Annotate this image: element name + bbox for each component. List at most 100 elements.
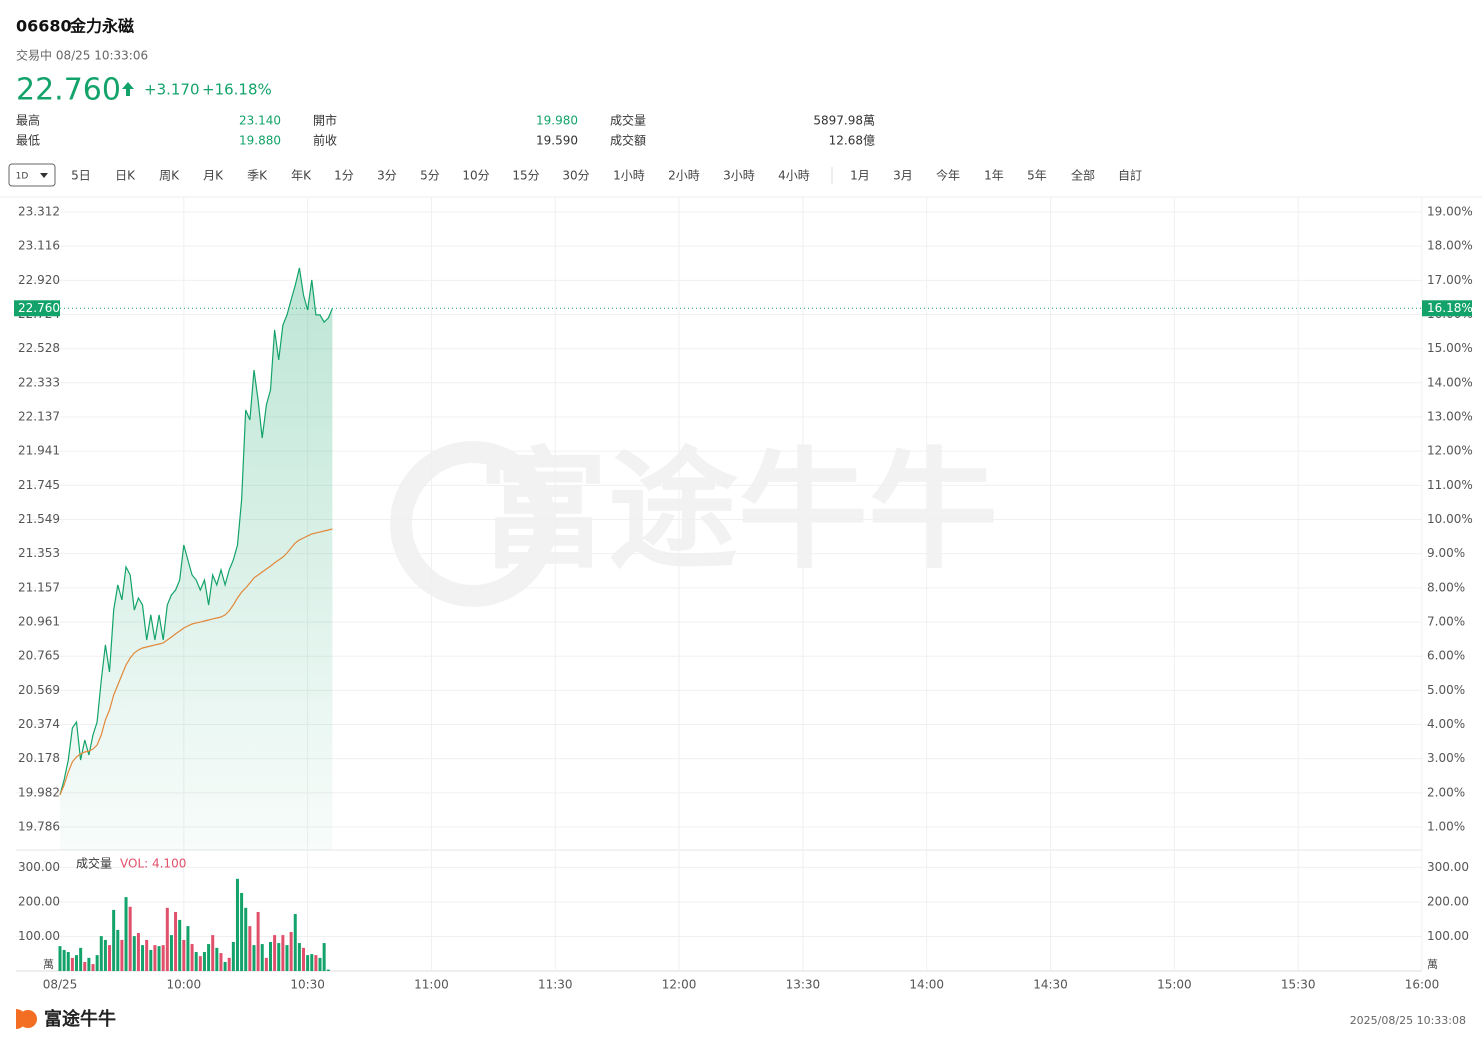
x-tick-label: 12:00: [662, 978, 697, 992]
last-pct-label: 16.18%: [1427, 301, 1473, 315]
volume-unit: 萬: [43, 958, 54, 971]
volume-bar: [273, 935, 277, 971]
price: 22.760: [16, 73, 121, 108]
volume-bar: [322, 943, 326, 971]
volume-bar: [99, 936, 103, 971]
stat-value: 19.590: [536, 134, 578, 148]
volume-bar: [219, 953, 223, 971]
dropdown-arrow: [40, 173, 48, 178]
last-price-tag: [14, 300, 60, 317]
volume-bar: [264, 957, 268, 971]
volume-bar: [174, 911, 178, 971]
range-tab[interactable]: 3小時: [723, 169, 755, 183]
volume-bar: [83, 962, 87, 971]
range-tab[interactable]: 3月: [893, 169, 913, 183]
y-tick-label: 22.528: [18, 341, 60, 355]
y2-tick-label: 9.00%: [1427, 546, 1465, 560]
volume-bar: [108, 945, 112, 971]
volume-bar: [103, 939, 107, 971]
range-tab[interactable]: 3分: [377, 169, 397, 183]
range-tab[interactable]: 5分: [420, 169, 440, 183]
range-tab[interactable]: 1小時: [613, 169, 645, 183]
volume-bar: [240, 892, 244, 971]
range-select[interactable]: [8, 163, 56, 187]
volume-bar: [285, 945, 289, 971]
x-tick-label: 15:30: [1281, 978, 1316, 992]
x-tick-label: 13:30: [786, 978, 821, 992]
range-tab[interactable]: 30分: [562, 169, 589, 183]
range-tab[interactable]: 全部: [1071, 168, 1095, 183]
volume-bar: [202, 952, 206, 971]
volume-bar: [157, 946, 161, 971]
volume-bar: [58, 946, 62, 971]
y-tick-label: 20.374: [18, 717, 60, 731]
volume-bar: [132, 936, 136, 971]
y2-tick-label: 19.00%: [1427, 205, 1473, 219]
volume-bar: [293, 914, 297, 971]
x-tick-label: 14:00: [909, 978, 944, 992]
volume-bar: [145, 939, 149, 971]
range-tab[interactable]: 自訂: [1118, 168, 1142, 183]
volume-bar: [169, 935, 173, 971]
range-tab[interactable]: 5日: [71, 169, 91, 183]
trade-status: 交易中 08/25 10:33:06: [16, 48, 148, 63]
y2-tick-label: 8.00%: [1427, 580, 1465, 594]
stock-name: 金力永磁: [69, 17, 134, 36]
range-tab[interactable]: 年K: [291, 169, 312, 183]
volume-bar: [256, 911, 260, 971]
volume-bar: [235, 878, 239, 971]
y-tick-label: 21.745: [18, 478, 60, 492]
y-tick-label: 22.920: [18, 273, 60, 287]
y2-tick-label: 14.00%: [1427, 375, 1473, 389]
range-tab[interactable]: 周K: [159, 169, 180, 183]
y2-tick-label: 100.00: [1427, 929, 1469, 943]
y2-tick-label: 12.00%: [1427, 444, 1473, 458]
range-tab[interactable]: 10分: [462, 169, 489, 183]
volume-bar: [95, 955, 99, 971]
y-tick-label: 21.353: [18, 546, 60, 560]
range-tab[interactable]: 今年: [936, 168, 960, 183]
y-tick-label: 19.982: [18, 785, 60, 799]
volume-bar: [75, 955, 79, 971]
y2-tick-label: 1.00%: [1427, 820, 1465, 834]
range-tab[interactable]: 日K: [115, 169, 136, 183]
y2-tick-label: 300.00: [1427, 860, 1469, 874]
volume-bar: [136, 933, 140, 971]
y2-tick-label: 18.00%: [1427, 239, 1473, 253]
y-tick-label: 19.786: [18, 820, 60, 834]
watermark-logo: [390, 441, 556, 607]
range-tab[interactable]: 4小時: [778, 169, 810, 183]
last-price-label: 22.760: [18, 301, 60, 315]
volume-bar: [79, 947, 83, 971]
x-tick-label: 11:30: [538, 978, 573, 992]
volume-bar: [66, 952, 70, 971]
range-tab[interactable]: 1分: [334, 169, 354, 183]
range-tab[interactable]: 1D: [16, 172, 29, 182]
volume-bar: [302, 947, 306, 971]
stat-value: 12.68億: [829, 134, 875, 148]
range-tab[interactable]: 5年: [1027, 169, 1047, 183]
price-line: [59, 267, 333, 796]
y2-tick-label: 13.00%: [1427, 410, 1473, 424]
x-tick-label: 16:00: [1405, 978, 1440, 992]
range-tab[interactable]: 2小時: [668, 169, 700, 183]
volume-bar: [326, 969, 330, 971]
volume-bar: [198, 956, 202, 971]
range-tab[interactable]: 1月: [850, 169, 870, 183]
volume-title: 成交量: [76, 856, 112, 871]
range-tab[interactable]: 月K: [203, 169, 224, 183]
volume-bar: [248, 926, 252, 971]
volume-bar: [149, 949, 153, 971]
y2-tick-label: 7.00%: [1427, 615, 1465, 629]
y-tick-label: 23.116: [18, 239, 60, 253]
range-tab[interactable]: 1年: [984, 169, 1004, 183]
footer-logo: 富途牛牛: [44, 1008, 116, 1030]
y-tick-label: 22.137: [18, 409, 60, 423]
up-arrow: [122, 82, 134, 96]
range-tab[interactable]: 季K: [247, 169, 268, 183]
volume-bar: [281, 935, 285, 971]
volume-bar: [190, 944, 194, 971]
y2-tick-label: 6.00%: [1427, 649, 1465, 663]
x-tick-label: 10:30: [290, 978, 325, 992]
range-tab[interactable]: 15分: [512, 169, 539, 183]
